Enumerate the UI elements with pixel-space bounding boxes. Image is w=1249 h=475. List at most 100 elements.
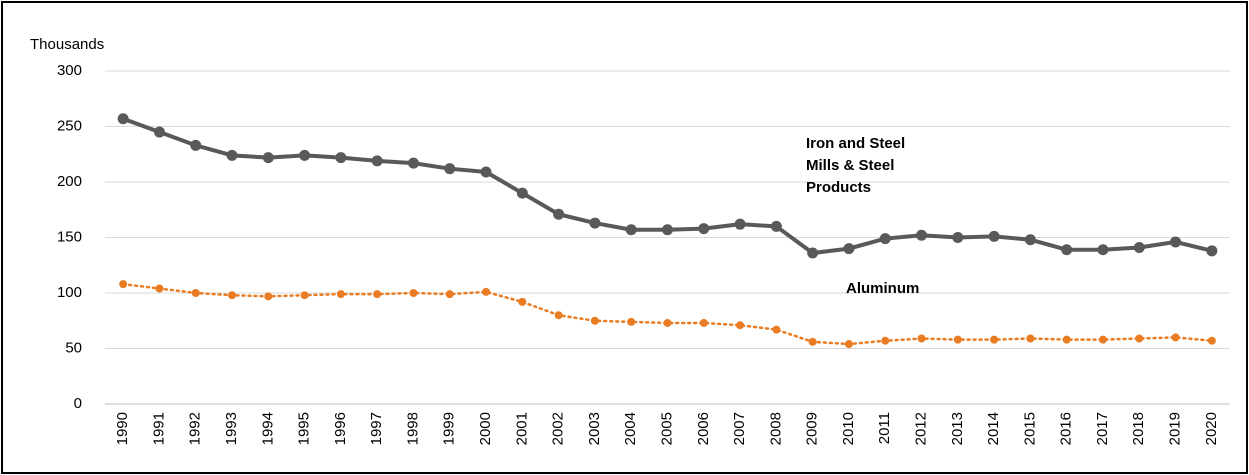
x-tick-label: 2017: [1094, 412, 1111, 445]
x-tick-label: 1993: [223, 412, 240, 445]
data-point: [1062, 335, 1071, 344]
x-tick-label: 2018: [1130, 412, 1147, 445]
x-tick-label: 2014: [985, 412, 1002, 445]
x-tick-label: 1998: [404, 412, 421, 445]
data-point: [1061, 244, 1073, 256]
x-tick-label: 1990: [114, 412, 131, 445]
data-point: [1097, 244, 1109, 256]
data-point: [371, 155, 383, 167]
data-point: [264, 292, 273, 301]
data-point: [772, 325, 781, 334]
x-tick-label: 1999: [441, 412, 458, 445]
data-point: [407, 157, 419, 169]
data-point: [770, 220, 782, 232]
data-point: [299, 149, 311, 161]
data-point: [153, 126, 165, 138]
data-point: [881, 336, 890, 345]
data-point: [990, 335, 999, 344]
data-point: [916, 229, 928, 241]
x-tick-label: 1992: [187, 412, 204, 445]
series-label: Aluminum: [846, 280, 920, 297]
data-point: [808, 337, 817, 346]
x-tick-label: 2001: [513, 412, 530, 445]
data-point: [844, 340, 853, 349]
data-point: [262, 152, 274, 164]
data-point: [445, 290, 454, 299]
x-tick-label: 2011: [876, 412, 893, 444]
x-tick-label: 2002: [550, 412, 567, 445]
data-point: [409, 289, 418, 297]
data-point: [1135, 334, 1144, 343]
x-tick-label: 2010: [840, 412, 857, 445]
x-tick-label: 2000: [477, 412, 494, 445]
data-point: [553, 208, 565, 220]
data-point: [117, 113, 129, 125]
data-point: [1171, 333, 1180, 342]
data-point: [518, 297, 527, 306]
x-tick-label: 2005: [658, 412, 675, 445]
data-point: [1024, 234, 1036, 246]
x-tick-label: 2020: [1203, 412, 1220, 445]
data-point: [663, 318, 672, 327]
data-point: [952, 232, 964, 243]
data-point: [988, 230, 1000, 242]
y-tick-label: 200: [57, 173, 82, 190]
data-point: [482, 287, 491, 296]
x-tick-label: 2013: [949, 412, 966, 445]
x-tick-label: 2009: [804, 412, 821, 445]
data-point: [736, 321, 745, 330]
data-point: [1207, 336, 1216, 345]
data-point: [589, 217, 601, 229]
data-point: [516, 187, 528, 199]
data-point: [228, 291, 237, 300]
data-point: [444, 163, 456, 175]
series-label: Iron and Steel Mills & Steel Products: [806, 135, 906, 196]
data-point: [554, 311, 563, 320]
data-point: [625, 224, 637, 236]
y-tick-label: 300: [57, 62, 82, 79]
data-point: [627, 317, 636, 326]
data-point: [1206, 245, 1218, 257]
x-tick-label: 2007: [731, 412, 748, 445]
data-point: [1098, 335, 1107, 344]
data-point: [843, 243, 855, 255]
data-point: [953, 335, 962, 344]
y-axis-label: Thousands: [30, 36, 104, 53]
data-point: [226, 149, 238, 161]
x-tick-label: 2012: [913, 412, 930, 445]
data-point: [155, 284, 164, 293]
data-point: [336, 290, 345, 299]
x-tick-label: 2004: [622, 412, 639, 445]
data-point: [1026, 334, 1035, 343]
data-point: [807, 247, 819, 259]
x-tick-label: 1997: [368, 412, 385, 445]
data-point: [699, 318, 708, 327]
data-point: [191, 289, 200, 297]
data-point: [480, 166, 492, 178]
y-tick-label: 0: [74, 395, 82, 412]
y-tick-label: 100: [57, 284, 82, 301]
data-point: [879, 233, 891, 245]
y-tick-label: 250: [57, 117, 82, 134]
y-tick-label: 150: [57, 228, 82, 245]
x-tick-label: 2003: [586, 412, 603, 445]
data-point: [190, 139, 202, 151]
data-point: [917, 334, 926, 343]
data-point: [119, 280, 128, 289]
data-point: [1170, 236, 1182, 248]
data-point: [373, 290, 382, 299]
y-tick-label: 50: [65, 339, 82, 356]
x-tick-label: 1995: [296, 412, 313, 445]
data-point: [590, 316, 599, 325]
data-point: [734, 218, 746, 230]
data-point: [662, 224, 673, 236]
x-tick-label: 2008: [767, 412, 784, 445]
x-tick-label: 2016: [1058, 412, 1075, 445]
data-point: [300, 291, 309, 300]
data-point: [1133, 241, 1145, 253]
x-tick-label: 2015: [1021, 412, 1038, 445]
data-point: [335, 152, 347, 164]
x-tick-label: 1991: [150, 412, 167, 445]
